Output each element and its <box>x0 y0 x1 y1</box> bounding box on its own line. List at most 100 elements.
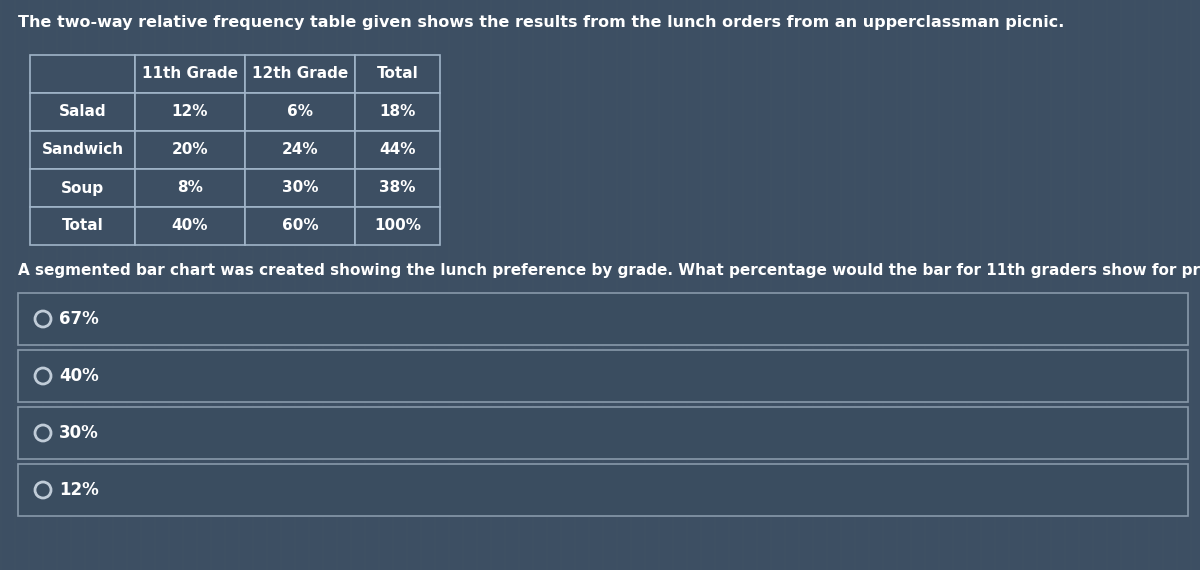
Text: Salad: Salad <box>59 104 107 120</box>
Bar <box>18 293 1188 345</box>
Text: 20%: 20% <box>172 142 209 157</box>
Text: 30%: 30% <box>282 181 318 196</box>
Bar <box>18 350 1188 402</box>
Bar <box>112 0 114 570</box>
Bar <box>1064 0 1066 570</box>
Bar <box>812 0 814 570</box>
Bar <box>840 0 842 570</box>
Bar <box>224 0 226 570</box>
Bar <box>588 0 590 570</box>
Bar <box>980 0 982 570</box>
Bar <box>134 131 245 169</box>
Bar <box>238 0 240 570</box>
Bar <box>355 55 440 93</box>
Bar <box>868 0 870 570</box>
Text: Total: Total <box>377 67 419 82</box>
Bar <box>14 0 16 570</box>
Text: 6%: 6% <box>287 104 313 120</box>
Bar <box>826 0 828 570</box>
Bar <box>658 0 660 570</box>
Bar <box>1008 0 1010 570</box>
Bar <box>966 0 968 570</box>
Bar <box>280 0 282 570</box>
Circle shape <box>38 428 48 438</box>
Bar <box>70 0 72 570</box>
Circle shape <box>38 485 48 495</box>
Bar <box>168 0 170 570</box>
Bar <box>355 93 440 131</box>
Bar <box>1092 0 1094 570</box>
Bar <box>364 0 366 570</box>
Bar <box>1134 0 1136 570</box>
Bar <box>882 0 884 570</box>
Circle shape <box>38 371 48 381</box>
Bar <box>1050 0 1052 570</box>
Bar <box>245 207 355 245</box>
Bar <box>756 0 758 570</box>
Bar <box>938 0 940 570</box>
Bar <box>0 0 2 570</box>
Text: 18%: 18% <box>379 104 415 120</box>
Circle shape <box>38 314 48 324</box>
Bar <box>134 207 245 245</box>
Bar <box>84 0 86 570</box>
Bar <box>546 0 548 570</box>
Text: 40%: 40% <box>172 218 209 234</box>
Bar <box>532 0 534 570</box>
Bar <box>910 0 912 570</box>
Bar <box>140 0 142 570</box>
Bar <box>742 0 744 570</box>
Bar <box>42 0 44 570</box>
Bar <box>1148 0 1150 570</box>
Bar <box>798 0 800 570</box>
Text: 8%: 8% <box>178 181 203 196</box>
Bar <box>308 0 310 570</box>
Bar <box>266 0 268 570</box>
Text: 12%: 12% <box>59 481 98 499</box>
Bar <box>644 0 646 570</box>
Bar <box>18 407 1188 459</box>
Bar <box>490 0 492 570</box>
Bar <box>378 0 380 570</box>
Bar <box>574 0 576 570</box>
Bar <box>196 0 198 570</box>
Bar <box>210 0 212 570</box>
Bar <box>1162 0 1164 570</box>
Bar <box>854 0 856 570</box>
Bar <box>154 0 156 570</box>
Bar <box>448 0 450 570</box>
Text: 12th Grade: 12th Grade <box>252 67 348 82</box>
Bar <box>462 0 464 570</box>
Text: 38%: 38% <box>379 181 415 196</box>
Text: Sandwich: Sandwich <box>42 142 124 157</box>
Bar <box>616 0 618 570</box>
Bar <box>924 0 926 570</box>
Bar <box>355 169 440 207</box>
Bar <box>518 0 520 570</box>
Bar <box>30 131 134 169</box>
Bar <box>476 0 478 570</box>
Bar <box>245 169 355 207</box>
Bar <box>714 0 716 570</box>
Bar <box>406 0 408 570</box>
Bar <box>56 0 58 570</box>
Text: Soup: Soup <box>61 181 104 196</box>
Bar <box>30 207 134 245</box>
Bar <box>30 93 134 131</box>
Bar <box>28 0 30 570</box>
Bar <box>686 0 688 570</box>
Bar <box>252 0 254 570</box>
Text: 100%: 100% <box>374 218 421 234</box>
Bar <box>18 464 1188 516</box>
Bar <box>504 0 506 570</box>
Bar <box>630 0 632 570</box>
Bar <box>134 169 245 207</box>
Bar <box>294 0 296 570</box>
Bar <box>700 0 702 570</box>
Bar <box>770 0 772 570</box>
Text: 24%: 24% <box>282 142 318 157</box>
Text: 11th Grade: 11th Grade <box>142 67 238 82</box>
Text: Total: Total <box>61 218 103 234</box>
Bar <box>1036 0 1038 570</box>
Bar <box>30 55 134 93</box>
